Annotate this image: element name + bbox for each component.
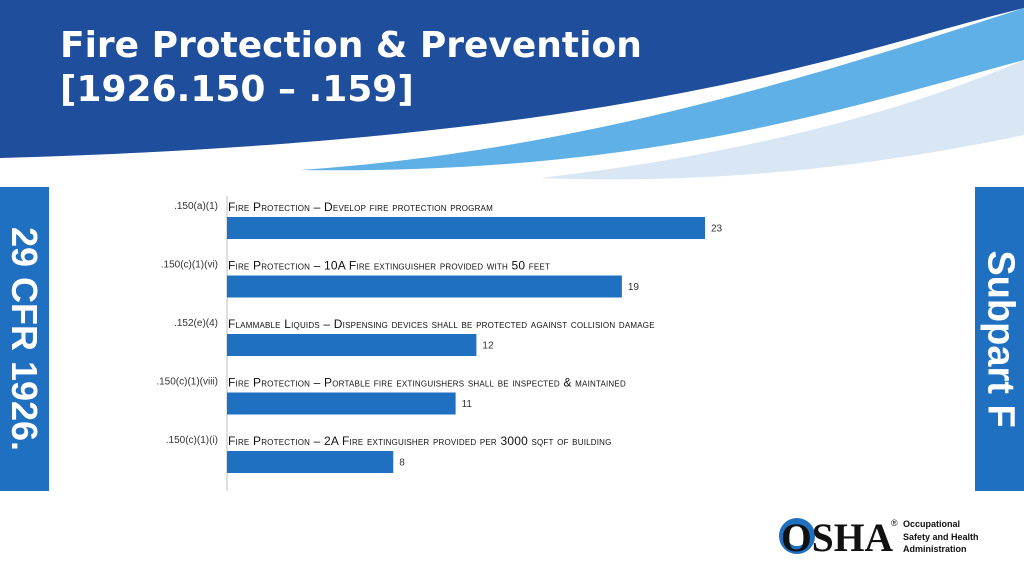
chart-bar xyxy=(227,392,456,415)
slide-title: Fire Protection & Prevention [1926.150 –… xyxy=(60,24,642,112)
chart-data-label: 12 xyxy=(482,341,494,352)
osha-logo-line-2: Safety and Health xyxy=(903,531,979,542)
chart-category-description: Fire Protection – 10A Fire extinguisher … xyxy=(228,259,550,273)
chart-category-code: .150(a)(1) xyxy=(174,201,218,212)
chart-category-code: .152(e)(4) xyxy=(174,318,218,329)
chart-category-description: Fire Protection – Portable fire extingui… xyxy=(228,376,626,390)
header-banner: Fire Protection & Prevention [1926.150 –… xyxy=(0,0,1024,190)
osha-logo-text: Occupational Safety and Health Administr… xyxy=(903,518,979,556)
chart-data-label: 23 xyxy=(711,224,723,235)
chart-data-label: 8 xyxy=(399,458,405,469)
chart-bar xyxy=(227,334,477,356)
chart-category-code: .150(c)(1)(i) xyxy=(166,435,218,446)
osha-logo-line-1: Occupational xyxy=(903,519,961,529)
chart-category-description: Flammable Liquids – Dispensing devices s… xyxy=(228,317,655,331)
chart-bar xyxy=(227,217,705,239)
osha-logo-registered-mark: ® xyxy=(891,518,898,528)
osha-logo-wordmark: OSHA xyxy=(781,515,893,558)
osha-logo-mark: OSHA ® xyxy=(779,515,898,560)
header-pale-wave xyxy=(540,60,1024,180)
header-wave-graphic xyxy=(0,0,1024,180)
osha-logo-line-3: Administration xyxy=(903,544,967,554)
chart-data-label: 19 xyxy=(628,282,640,293)
chart-data-label: 11 xyxy=(462,399,473,410)
chart-category-code: .150(c)(1)(viii) xyxy=(156,377,218,388)
slide-title-line-2: [1926.150 – .159] xyxy=(60,69,414,110)
left-side-tab: 29 CFR 1926. xyxy=(0,187,49,491)
chart-category-description: Fire Protection – Develop fire protectio… xyxy=(228,200,493,214)
slide-title-line-1: Fire Protection & Prevention xyxy=(60,25,642,66)
header-dark-band xyxy=(0,0,1024,158)
osha-logo-ring xyxy=(779,518,815,554)
header-light-wave xyxy=(300,8,1024,171)
chart-bar xyxy=(227,275,622,298)
right-side-tab: Subpart F xyxy=(975,187,1024,491)
osha-logo: OSHA ® Occupational Safety and Health Ad… xyxy=(779,514,999,560)
chart-bar xyxy=(227,451,394,473)
chart-category-code: .150(c)(1)(vi) xyxy=(161,260,218,271)
chart-category-description: Fire Protection – 2A Fire extinguisher p… xyxy=(228,434,612,448)
